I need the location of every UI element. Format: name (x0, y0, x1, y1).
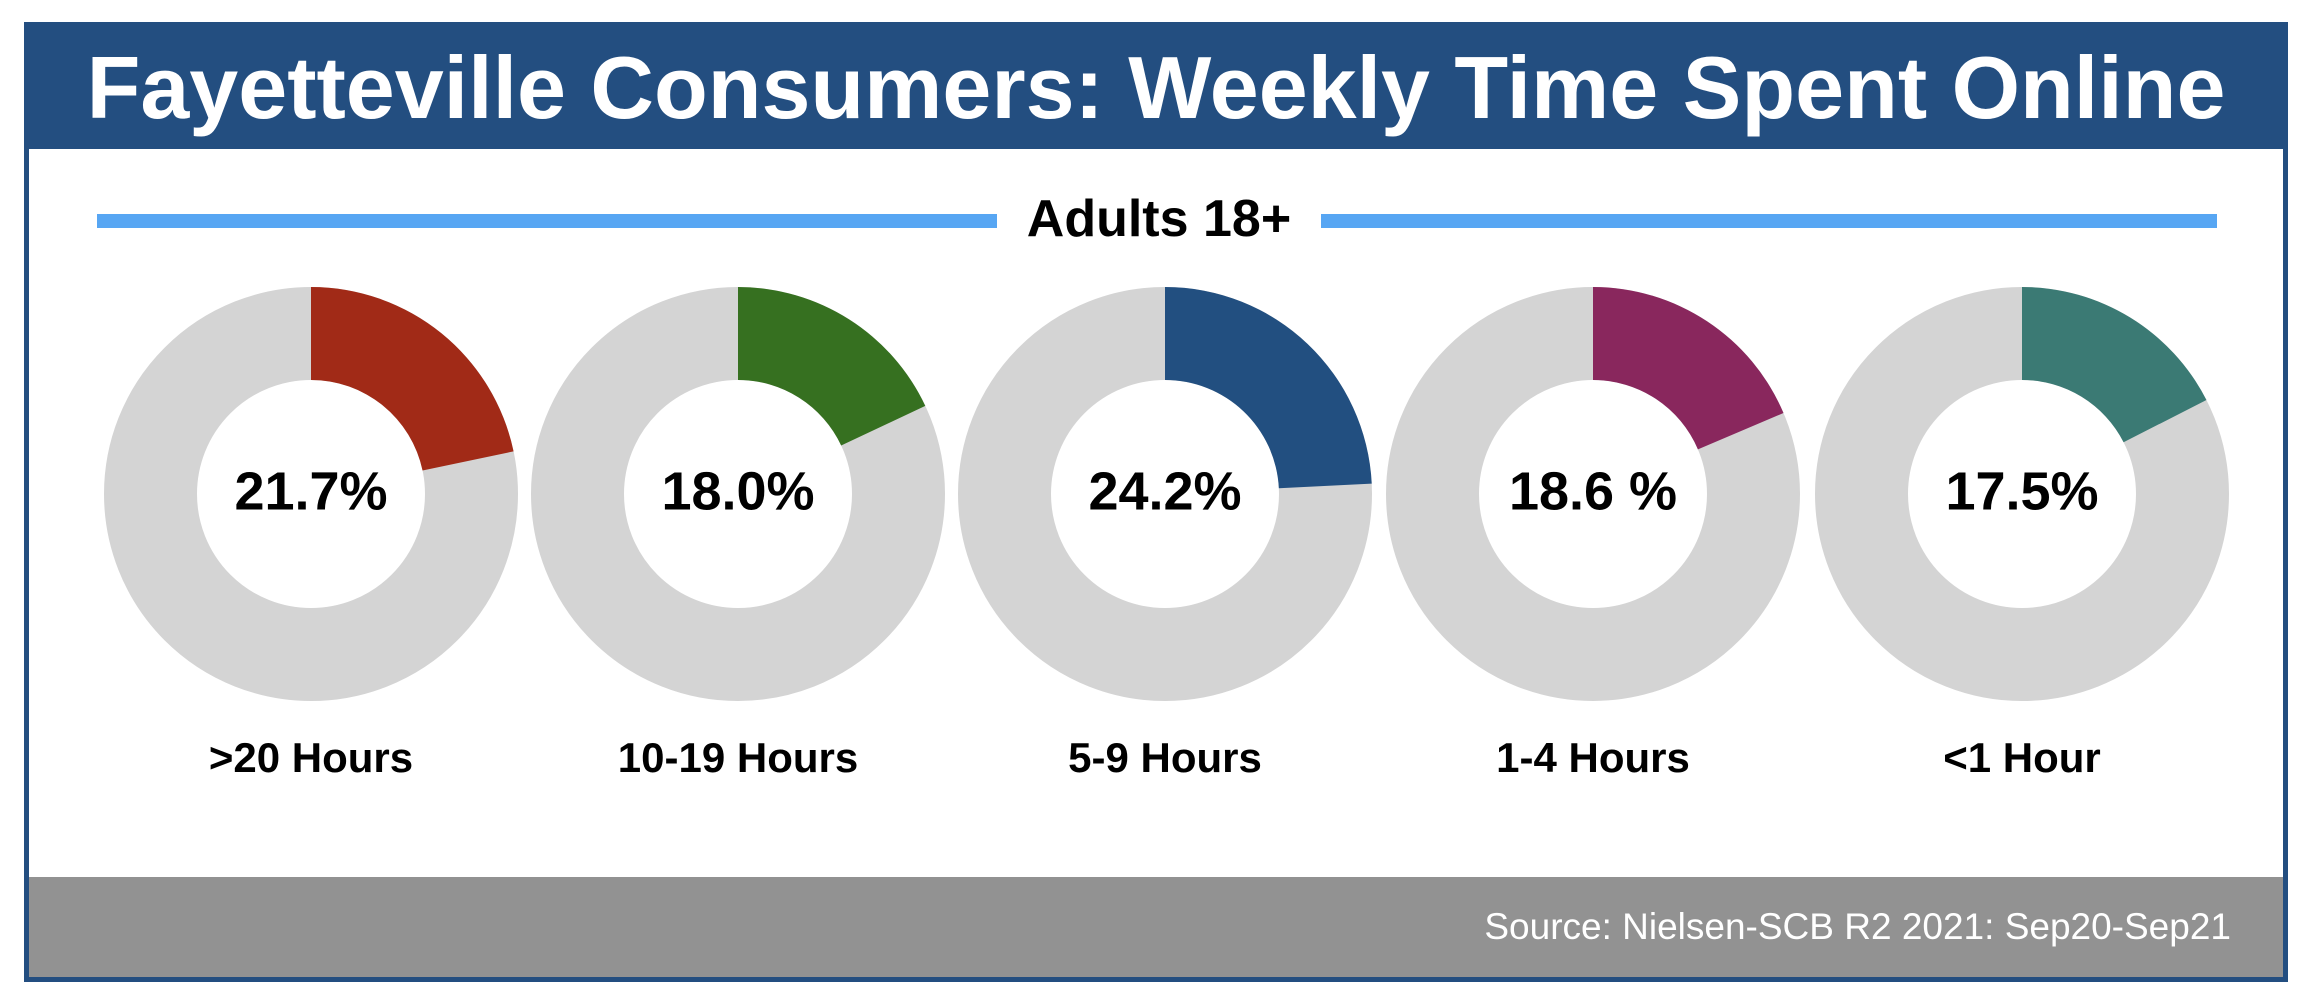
chart-subtitle: Adults 18+ (1026, 190, 1292, 248)
donut-slice (738, 287, 926, 446)
donut-charts: 21.7% >20 Hours 18.0% 10-19 Hours 24.2% 5-9 H… (104, 287, 2229, 781)
subtitle-rule-right (1321, 214, 2217, 228)
category-label: >20 Hours (209, 734, 413, 781)
subtitle-row: Adults 18+ (29, 173, 2283, 265)
category-label: 10-19 Hours (618, 734, 858, 781)
value-label: 21.7% (234, 461, 387, 521)
category-label: <1 Hour (1943, 734, 2101, 781)
page-title: Fayetteville Consumers: Weekly Time Spen… (29, 27, 2283, 149)
subtitle-rule-left (97, 214, 997, 228)
donut-5: 17.5% <1 Hour (1815, 287, 2229, 781)
donut-slice (2022, 287, 2207, 443)
infographic-frame: Fayetteville Consumers: Weekly Time Spen… (24, 22, 2288, 982)
source-note: Source: Nielsen-SCB R2 2021: Sep20-Sep21 (1484, 906, 2231, 947)
value-label: 17.5% (1945, 461, 2098, 521)
donut-slice (1165, 287, 1372, 489)
value-label: 18.0% (661, 461, 814, 521)
donut-1: 21.7% >20 Hours (104, 287, 518, 781)
value-label: 24.2% (1088, 461, 1241, 521)
donut-2: 18.0% 10-19 Hours (531, 287, 945, 781)
donut-slice (1593, 287, 1784, 450)
category-label: 1-4 Hours (1496, 734, 1690, 781)
footer-bar: Source: Nielsen-SCB R2 2021: Sep20-Sep21 (29, 877, 2283, 977)
donut-slice (311, 287, 514, 471)
donut-3: 24.2% 5-9 Hours (958, 287, 1372, 781)
value-label: 18.6 % (1509, 461, 1677, 521)
donut-4: 18.6 % 1-4 Hours (1386, 287, 1800, 781)
category-label: 5-9 Hours (1068, 734, 1262, 781)
